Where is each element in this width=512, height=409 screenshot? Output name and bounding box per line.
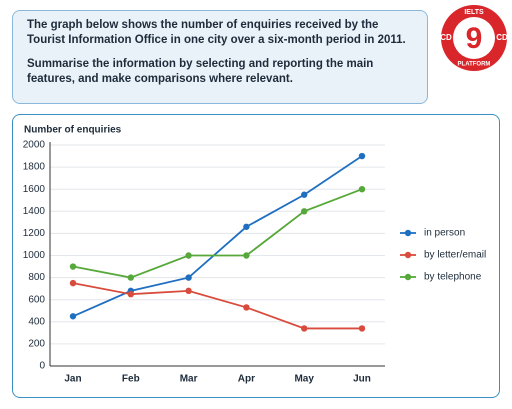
data-point (69, 279, 77, 287)
prompt-text: The graph below shows the number of enqu… (27, 19, 406, 46)
series-line (72, 155, 363, 318)
data-point (185, 287, 192, 295)
legend-label: in person (424, 228, 465, 239)
legend-marker (404, 229, 412, 237)
y-tick-label: 1400 (23, 206, 46, 217)
x-tick-label: Feb (122, 374, 140, 385)
data-point (69, 263, 77, 270)
x-tick-label: Apr (238, 374, 255, 385)
y-axis-label: Number of enquiries (24, 125, 122, 136)
logo: IELTS 9 CD CD PLATFORM (440, 5, 508, 71)
data-point (243, 252, 250, 259)
y-tick-label: 1800 (23, 162, 46, 173)
data-point (243, 223, 250, 230)
y-tick-label: 600 (28, 294, 45, 305)
y-tick-label: 1200 (23, 228, 46, 239)
data-point (127, 274, 134, 281)
data-point (185, 252, 192, 259)
logo-text: PLATFORM (458, 62, 491, 68)
y-tick-label: 800 (28, 272, 45, 283)
data-point (69, 313, 77, 320)
data-point (301, 208, 308, 215)
x-tick-label: Jan (64, 374, 81, 385)
series-line (72, 282, 362, 330)
legend-label: by telephone (424, 272, 482, 283)
logo-text: CD (496, 33, 508, 42)
logo-text: CD (440, 33, 452, 42)
data-point (358, 186, 366, 193)
y-tick-label: 1000 (23, 250, 46, 261)
legend-label: by letter/email (424, 250, 486, 261)
logo-text: IELTS (464, 9, 484, 16)
data-point (358, 325, 366, 332)
legend-marker (404, 273, 412, 281)
data-point (301, 191, 308, 198)
logo-center (453, 17, 495, 59)
y-tick-label: 200 (28, 339, 45, 350)
y-tick-label: 0 (39, 361, 45, 372)
series-line (72, 188, 363, 279)
chart-box (12, 114, 500, 398)
x-tick-label: May (294, 374, 314, 385)
logo-number: 9 (466, 22, 483, 55)
y-tick-label: 1600 (23, 184, 46, 195)
legend-marker (404, 251, 412, 259)
data-point (127, 290, 134, 298)
y-tick-label: 400 (28, 316, 45, 327)
prompt-text: Summarise the information by selecting a… (27, 58, 374, 85)
data-point (301, 325, 308, 332)
data-point (358, 152, 366, 160)
y-tick-label: 2000 (23, 140, 46, 151)
data-point (243, 304, 250, 311)
x-tick-label: Mar (180, 374, 198, 385)
x-tick-label: Jun (353, 374, 371, 385)
prompt-box: The graph below shows the number of enqu… (12, 10, 428, 104)
data-point (185, 274, 192, 281)
